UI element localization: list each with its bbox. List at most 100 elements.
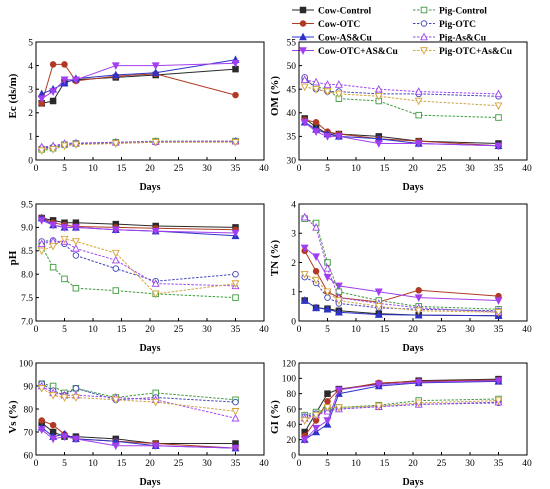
x-tick-label: 35 — [494, 164, 504, 174]
data-point — [151, 398, 160, 407]
data-point — [111, 249, 120, 258]
data-point — [71, 76, 80, 85]
data-point — [231, 229, 240, 238]
data-point — [37, 95, 46, 104]
series-pig-otc-as-cu — [300, 397, 503, 425]
x-tick-label: 35 — [494, 459, 504, 469]
y-tick-label: 45 — [287, 86, 297, 96]
y-tick-label: 80 — [287, 390, 297, 400]
data-point — [334, 404, 343, 412]
x-tick-label: 35 — [231, 459, 241, 469]
data-point — [324, 398, 331, 405]
data-point — [37, 217, 46, 225]
x-tick-label: 0 — [297, 164, 302, 174]
y-tick-label: 2 — [28, 109, 33, 119]
legend-item: Pig-Control — [413, 7, 487, 17]
data-point — [300, 244, 309, 253]
legend-label: Pig-OTC+As&Cu — [439, 47, 513, 57]
y-tick-label: 80 — [24, 405, 34, 415]
data-point — [71, 435, 80, 444]
data-point — [49, 242, 58, 251]
x-tick-label: 30 — [202, 164, 212, 174]
legend-marker — [420, 32, 428, 41]
x-tick-label: 20 — [408, 459, 418, 469]
y-tick-label: 8.0 — [21, 271, 33, 281]
series-line — [304, 216, 499, 313]
y-tick-label: 100 — [19, 359, 34, 369]
data-point — [374, 310, 383, 318]
data-point — [323, 80, 332, 88]
x-tick-label: 20 — [145, 459, 155, 469]
series-line — [304, 380, 499, 441]
data-point — [374, 381, 383, 389]
series-pig-otc — [301, 74, 502, 100]
data-point — [415, 287, 422, 294]
series-cow-otc-as-cu — [37, 217, 240, 238]
series-line — [41, 217, 236, 231]
chart-panel-ph: pH Days 0 5 10 15 20 25 30 35 40 7.0 7.5 8.0 8.5 9.0 9… — [7, 200, 269, 354]
data-point — [334, 386, 343, 395]
data-point — [334, 297, 343, 305]
data-point — [232, 398, 239, 406]
series-line — [41, 429, 236, 449]
x-tick-label: 40 — [259, 325, 269, 335]
data-point — [111, 140, 120, 148]
data-point — [37, 147, 46, 155]
data-point — [323, 263, 332, 272]
y-tick-label: 0 — [291, 317, 296, 327]
data-point — [232, 270, 239, 278]
data-point — [71, 238, 80, 246]
chart-panel-ec: Ec (ds/m) Days 0 5 10 15 20 25 30 35 40 0 1 2 3 4 5 — [7, 38, 269, 193]
y-axis-label: Vs (%) — [7, 400, 19, 434]
y-tick-label: 9.0 — [21, 224, 33, 234]
chart-panel-vs: Vs (%) Days 0 5 10 15 20 25 30 35 40 60 70 80 90 100 — [7, 359, 269, 488]
x-tick-label: 15 — [380, 164, 390, 174]
x-tick-label: 25 — [174, 459, 184, 469]
legend-item: Cow-OTC — [292, 20, 360, 30]
chart-panel-gi: GI (%) Days 0 5 10 15 20 25 30 35 40 0 20 40 60 80 100… — [269, 359, 532, 488]
data-point — [37, 426, 46, 435]
data-point — [60, 142, 69, 151]
legend-label: Pig-Control — [439, 7, 487, 17]
legend-label: Cow-OTC+AS&Cu — [318, 47, 399, 57]
data-point — [312, 85, 321, 94]
data-point — [151, 227, 160, 236]
y-tick-label: 4 — [28, 62, 33, 72]
series-pig-control — [301, 395, 502, 419]
x-tick-label: 0 — [34, 459, 39, 469]
x-tick-label: 35 — [231, 325, 241, 335]
series-pig-as-cu — [300, 75, 503, 98]
data-point — [494, 142, 503, 151]
data-point — [72, 385, 80, 392]
data-point — [37, 385, 46, 393]
series-cow-otc-as-cu — [37, 59, 240, 104]
data-point — [60, 394, 69, 402]
data-point — [312, 223, 321, 231]
chart-panel-om: OM (%) Days 0 5 10 15 20 25 30 35 40 30 35 40 45 50 55 — [269, 38, 532, 193]
data-point — [300, 270, 309, 279]
series-line — [304, 86, 499, 107]
series-line — [304, 247, 499, 301]
x-tick-label: 15 — [380, 325, 390, 335]
data-point — [112, 265, 120, 272]
y-tick-label: 3 — [291, 230, 296, 240]
legend-marker — [420, 47, 428, 55]
data-point — [300, 296, 309, 304]
legend-item: Pig-OTC — [413, 20, 476, 30]
data-point — [414, 140, 423, 148]
data-point — [71, 141, 80, 150]
data-point — [111, 62, 120, 70]
x-tick-label: 40 — [259, 164, 269, 174]
plot-frame — [298, 203, 528, 322]
x-axis-label: Days — [139, 182, 160, 193]
data-point — [151, 68, 160, 76]
data-point — [324, 390, 331, 397]
legend-marker — [420, 6, 428, 14]
series-cow-otc-as-cu — [37, 426, 240, 453]
data-point — [72, 252, 80, 259]
x-axis-label: Days — [402, 182, 423, 193]
series-pig-control — [38, 242, 239, 301]
series-cow-otc-as-cu — [300, 377, 503, 445]
data-point — [323, 304, 332, 313]
y-axis-label: GI (%) — [269, 400, 281, 434]
